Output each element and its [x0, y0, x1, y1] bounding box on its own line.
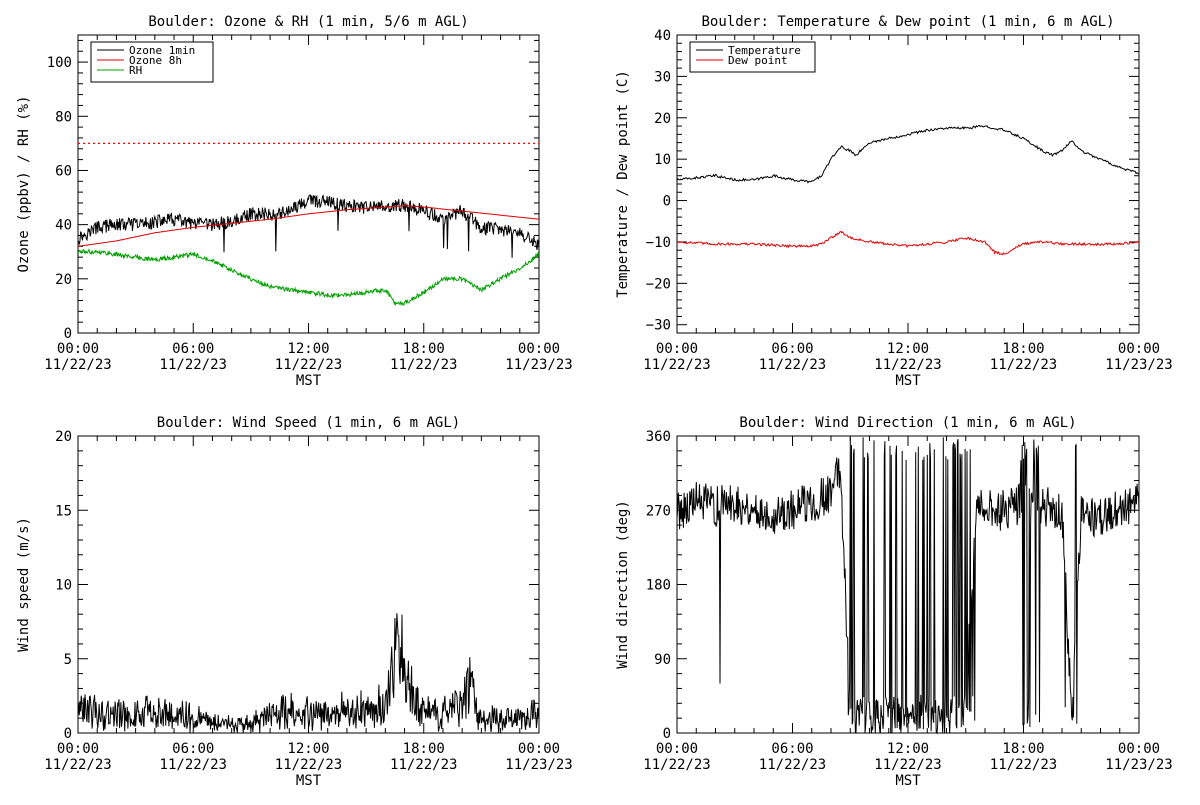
- chart-title: Boulder: Ozone & RH (1 min, 5/6 m AGL): [148, 14, 468, 30]
- x-tick-label: 00:00: [57, 341, 99, 357]
- x-tick-label: 18:00: [1002, 341, 1044, 357]
- x-tick-label: 12:00: [287, 741, 329, 757]
- y-axis-label: Wind speed (m/s): [16, 517, 32, 652]
- x-tick-date-label: 11/22/23: [44, 757, 111, 773]
- y-tick-label: 10: [55, 578, 72, 594]
- x-tick-label: 00:00: [1118, 341, 1160, 357]
- y-tick-label: 10: [654, 152, 671, 168]
- x-tick-label: 00:00: [1118, 741, 1160, 757]
- y-tick-label: 100: [47, 55, 72, 71]
- y-tick-label: 5: [64, 652, 72, 668]
- x-tick-label: 00:00: [656, 341, 698, 357]
- chart-panel-2: Boulder: Temperature & Dew point (1 min,…: [615, 14, 1173, 389]
- y-tick-label: 90: [654, 652, 671, 668]
- chart-panel-4: Boulder: Wind Direction (1 min, 6 m AGL)…: [615, 415, 1173, 789]
- x-tick-date-label: 11/22/23: [874, 757, 941, 773]
- x-tick-label: 18:00: [403, 741, 445, 757]
- series-line-ozone-1min: [77, 194, 540, 258]
- y-tick-label: 180: [646, 578, 671, 594]
- x-tick-label: 12:00: [887, 341, 929, 357]
- x-tick-date-label: 11/23/23: [505, 757, 572, 773]
- x-tick-date-label: 11/22/23: [759, 757, 826, 773]
- y-tick-label: 60: [55, 163, 72, 179]
- series-line-data: [676, 437, 1140, 735]
- x-tick-date-label: 11/22/23: [643, 357, 710, 373]
- x-tick-label: 00:00: [656, 741, 698, 757]
- y-tick-label: 270: [646, 503, 671, 519]
- y-tick-label: 360: [646, 429, 671, 445]
- y-tick-label: 80: [55, 109, 72, 125]
- x-tick-label: 06:00: [771, 741, 813, 757]
- legend-label: Ozone 1min: [129, 44, 195, 57]
- x-axis-label: MST: [296, 773, 322, 789]
- y-tick-label: 30: [654, 69, 671, 85]
- plot-frame: [676, 34, 1140, 334]
- y-tick-label: 20: [654, 111, 671, 127]
- y-tick-label: 20: [55, 429, 72, 445]
- y-tick-label: 40: [55, 218, 72, 234]
- y-tick-label: 40: [654, 28, 671, 44]
- series-line-data: [77, 613, 540, 734]
- x-tick-date-label: 11/23/23: [1105, 357, 1172, 373]
- x-tick-date-label: 11/22/23: [160, 357, 227, 373]
- x-tick-label: 06:00: [172, 341, 214, 357]
- x-tick-date-label: 11/22/23: [759, 357, 826, 373]
- x-tick-label: 12:00: [287, 341, 329, 357]
- y-tick-label: 0: [64, 726, 72, 742]
- plot-frame: [676, 435, 1140, 734]
- x-axis-label: MST: [895, 373, 921, 389]
- x-tick-date-label: 11/22/23: [990, 757, 1057, 773]
- x-tick-label: 18:00: [1002, 741, 1044, 757]
- y-axis-label: Ozone (ppbv) / RH (%): [16, 95, 32, 272]
- x-axis-label: MST: [895, 773, 921, 789]
- x-tick-label: 12:00: [887, 741, 929, 757]
- x-tick-date-label: 11/22/23: [390, 757, 457, 773]
- x-tick-date-label: 11/23/23: [1105, 757, 1172, 773]
- chart-title: Boulder: Wind Speed (1 min, 6 m AGL): [157, 415, 460, 431]
- x-tick-label: 00:00: [57, 741, 99, 757]
- y-axis-label: Temperature / Dew point (C): [615, 70, 631, 298]
- x-tick-label: 06:00: [771, 341, 813, 357]
- x-tick-date-label: 11/22/23: [990, 357, 1057, 373]
- legend-label: RH: [129, 64, 142, 77]
- x-tick-date-label: 11/22/23: [643, 757, 710, 773]
- y-tick-label: 0: [663, 194, 671, 210]
- y-tick-label: −30: [646, 318, 671, 334]
- y-axis-label: Wind direction (deg): [615, 500, 631, 669]
- x-tick-date-label: 11/22/23: [874, 357, 941, 373]
- y-tick-label: 0: [663, 726, 671, 742]
- x-tick-date-label: 11/22/23: [275, 357, 342, 373]
- y-tick-label: −20: [646, 276, 671, 292]
- series-line-rh: [77, 248, 540, 307]
- x-tick-label: 18:00: [403, 341, 445, 357]
- chart-panel-1: Boulder: Ozone & RH (1 min, 5/6 m AGL) 0 2…: [16, 14, 573, 389]
- series-line-ozone-8h: [77, 205, 540, 247]
- x-tick-date-label: 11/22/23: [390, 357, 457, 373]
- legend-label: Dew point: [728, 54, 788, 67]
- y-tick-label: 15: [55, 503, 72, 519]
- x-tick-label: 06:00: [172, 741, 214, 757]
- x-axis-label: MST: [296, 373, 322, 389]
- y-tick-label: 0: [64, 326, 72, 342]
- legend-label: Ozone 8h: [129, 54, 182, 67]
- x-tick-label: 00:00: [518, 741, 560, 757]
- series-line-dew-point: [676, 230, 1140, 256]
- chart-panel-3: Boulder: Wind Speed (1 min, 6 m AGL) 0 5 10…: [16, 415, 573, 789]
- legend-label: Temperature: [728, 44, 801, 57]
- legend-box: [90, 41, 214, 83]
- x-tick-date-label: 11/22/23: [160, 757, 227, 773]
- y-tick-label: −10: [646, 235, 671, 251]
- legend-box: [689, 41, 816, 73]
- y-tick-label: 20: [55, 272, 72, 288]
- chart-title: Boulder: Wind Direction (1 min, 6 m AGL): [739, 415, 1076, 431]
- x-tick-date-label: 11/22/23: [275, 757, 342, 773]
- x-tick-label: 00:00: [518, 341, 560, 357]
- chart-title: Boulder: Temperature & Dew point (1 min,…: [701, 14, 1114, 30]
- x-tick-date-label: 11/23/23: [505, 357, 572, 373]
- series-line-temperature: [676, 124, 1140, 184]
- x-tick-date-label: 11/22/23: [44, 357, 111, 373]
